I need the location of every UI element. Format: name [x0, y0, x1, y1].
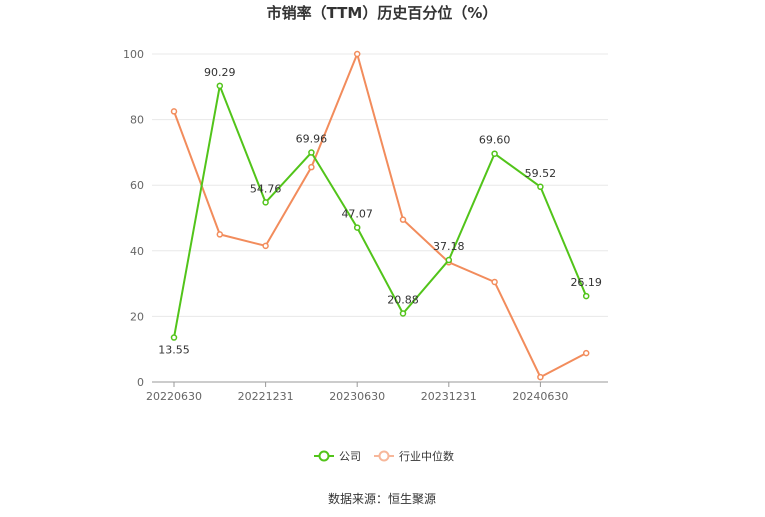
point-0-0	[170, 334, 178, 341]
legend-marker-0	[318, 450, 330, 462]
x-tick-labels: 20220630 20221231 20230630 20231231 20240630	[146, 390, 568, 403]
legend-marker-1	[378, 450, 390, 462]
point-1-7	[491, 278, 498, 286]
legend-item-1[interactable]: 行业中位数	[374, 449, 454, 463]
y-tick-label-100: 100	[123, 48, 144, 61]
point-1-4	[353, 50, 361, 58]
y-tick-label-80: 80	[130, 114, 144, 127]
point-0-5	[399, 310, 407, 317]
data-label-0-2: 54.76	[250, 182, 282, 195]
series-line-0	[173, 82, 588, 338]
x-tick-label-20240630: 20240630	[512, 390, 568, 403]
legend-label-1: 行业中位数	[399, 449, 454, 463]
y-tick-label-60: 60	[130, 179, 144, 192]
point-0-4	[353, 224, 361, 231]
point-0-1	[216, 82, 224, 90]
data-label-0-6: 37.18	[433, 240, 465, 253]
y-tick-label-0: 0	[137, 376, 144, 389]
chart-title: 市销率（TTM）历史百分位（%）	[267, 4, 498, 22]
data-label-0-9: 26.19	[570, 276, 602, 289]
point-0-3	[308, 149, 315, 156]
series-group: 13.55 90.29 54.76 69.96 47.07 20.88 37.18 69.60…	[158, 50, 602, 381]
point-0-9	[582, 292, 590, 300]
point-1-1	[216, 231, 224, 238]
point-0-8	[537, 183, 544, 191]
data-label-0-4: 47.07	[341, 208, 373, 221]
legend-label-0: 公司	[339, 450, 361, 463]
source-text: 数据来源：恒生聚源	[328, 491, 436, 506]
x-tick-label-20230630: 20230630	[329, 390, 385, 403]
x-tick-label-20231231: 20231231	[421, 390, 477, 403]
data-label-0-0: 13.55	[158, 344, 190, 357]
data-label-0-3: 69.96	[296, 133, 328, 146]
x-tick-label-20220630: 20220630	[146, 390, 202, 403]
point-1-8	[537, 373, 544, 381]
data-label-0-7: 69.60	[479, 134, 511, 147]
series-0: 13.55 90.29 54.76 69.96 47.07 20.88 37.18 69.60…	[158, 66, 602, 357]
point-1-5	[399, 216, 407, 223]
legend-item-0[interactable]: 公司	[314, 450, 361, 463]
point-0-6	[445, 256, 453, 264]
y-tick-label-20: 20	[130, 310, 144, 323]
y-tick-label-40: 40	[130, 245, 144, 258]
data-label-0-1: 90.29	[204, 66, 236, 79]
point-1-0	[170, 108, 178, 115]
data-label-0-8: 59.52	[525, 167, 557, 180]
point-0-7	[491, 150, 498, 157]
point-0-2	[262, 199, 269, 206]
axes	[152, 381, 608, 387]
y-tick-labels: 0 20 40 60 80 100	[123, 48, 144, 389]
series-line-1	[173, 50, 587, 379]
data-label-0-5: 20.88	[387, 294, 419, 307]
series-1	[170, 50, 590, 381]
point-1-9	[582, 349, 590, 357]
legend[interactable]: 公司 行业中位数	[314, 449, 454, 463]
point-1-3	[308, 163, 315, 171]
point-1-2	[262, 242, 269, 250]
x-tick-label-20221231: 20221231	[238, 390, 294, 403]
grid-lines	[152, 53, 608, 317]
